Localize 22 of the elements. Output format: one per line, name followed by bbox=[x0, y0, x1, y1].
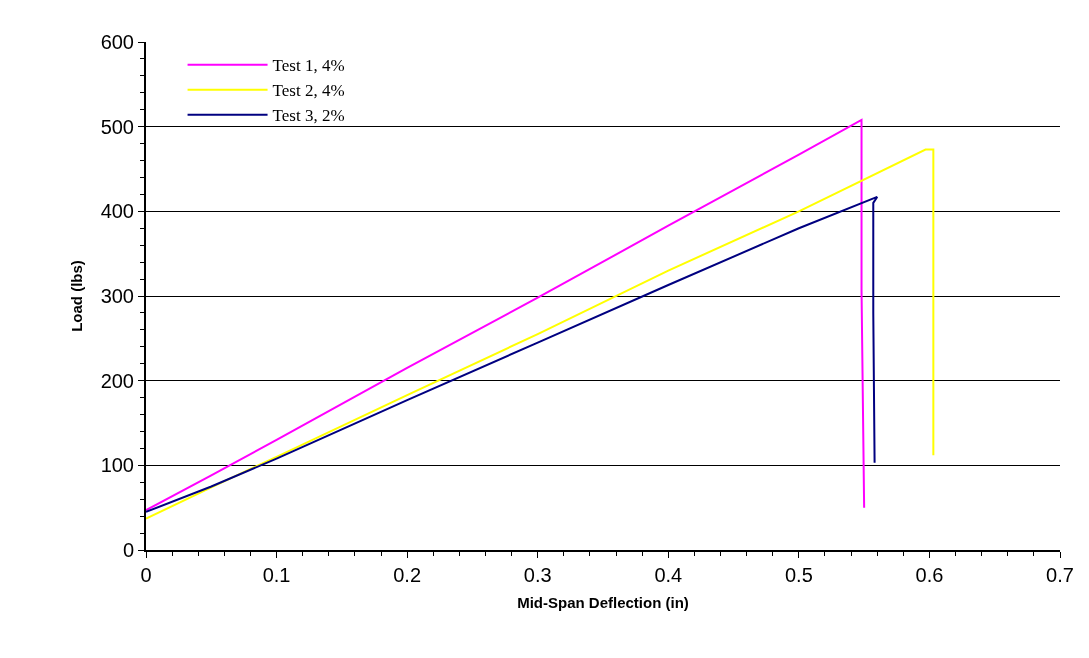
y-tick-label: 100 bbox=[100, 454, 134, 477]
x-tick-label: 0.1 bbox=[262, 564, 291, 586]
legend-label: Test 1, 4% bbox=[272, 56, 345, 76]
y-axis-title: Load (lbs) bbox=[68, 260, 86, 332]
x-axis-title: Mid-Span Deflection (in) bbox=[517, 593, 689, 611]
legend-label: Test 3, 2% bbox=[272, 106, 345, 126]
x-tick-label: 0.2 bbox=[393, 564, 422, 586]
x-tick-label: 0.5 bbox=[784, 564, 813, 586]
x-tick-label: 0.4 bbox=[654, 564, 683, 586]
y-tick-label: 500 bbox=[100, 115, 134, 138]
x-tick-label: 0.3 bbox=[523, 564, 552, 586]
y-tick-label: 600 bbox=[100, 31, 134, 53]
x-tick-label: 0.6 bbox=[915, 564, 944, 586]
y-tick-label: 200 bbox=[100, 369, 134, 392]
line-series bbox=[146, 148, 935, 520]
legend-label: Test 2, 4% bbox=[272, 81, 345, 101]
x-tick-label: 0 bbox=[140, 564, 152, 586]
y-tick-label: 0 bbox=[122, 539, 134, 561]
y-tick-label: 300 bbox=[100, 285, 134, 307]
x-tick-label: 0.7 bbox=[1046, 564, 1074, 586]
line-series bbox=[146, 195, 879, 513]
y-tick-label: 400 bbox=[100, 200, 134, 223]
